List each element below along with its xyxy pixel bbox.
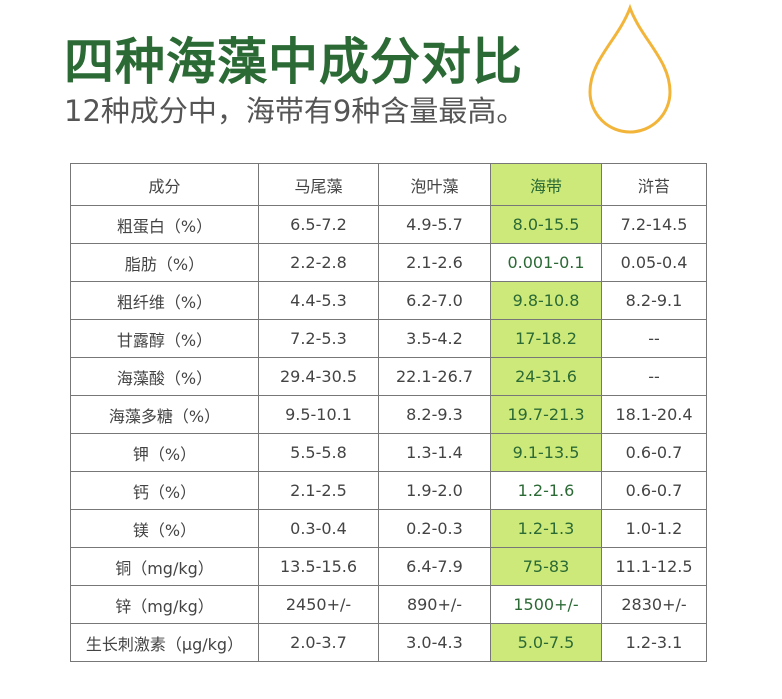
header-cell: 浒苔	[601, 163, 707, 206]
table-row: 粗纤维（%） 4.4-5.3 6.2-7.0 9.8-10.8 8.2-9.1	[70, 281, 707, 320]
row-label: 锌（mg/kg）	[70, 585, 259, 624]
header-cell: 马尾藻	[258, 163, 379, 206]
title: 四种海藻中成分对比	[64, 33, 523, 91]
header-row: 成分 马尾藻 泡叶藻 海带 浒苔	[70, 163, 707, 206]
row-label: 粗纤维（%）	[70, 281, 259, 320]
subtitle: 12种成分中，海带有9种含量最高。	[64, 94, 526, 128]
cell: 18.1-20.4	[601, 395, 707, 434]
cell: 7.2-5.3	[258, 319, 379, 358]
row-label: 钾（%）	[70, 433, 259, 472]
cell: 3.0-4.3	[378, 623, 491, 662]
header-cell: 海带	[490, 163, 602, 206]
cell: 1.2-3.1	[601, 623, 707, 662]
cell: 4.9-5.7	[378, 205, 491, 244]
cell: 0.001-0.1	[490, 243, 602, 282]
cell: 5.5-5.8	[258, 433, 379, 472]
cell: 17-18.2	[490, 319, 602, 358]
table-row: 钙（%） 2.1-2.5 1.9-2.0 1.2-1.6 0.6-0.7	[70, 471, 707, 510]
cell: 5.0-7.5	[490, 623, 602, 662]
header-cell: 泡叶藻	[378, 163, 491, 206]
cell: 22.1-26.7	[378, 357, 491, 396]
cell: 19.7-21.3	[490, 395, 602, 434]
cell: 2830+/-	[601, 585, 707, 624]
cell: 0.05-0.4	[601, 243, 707, 282]
cell: 0.2-0.3	[378, 509, 491, 548]
table-row: 镁（%） 0.3-0.4 0.2-0.3 1.2-1.3 1.0-1.2	[70, 509, 707, 548]
row-label: 脂肪（%）	[70, 243, 259, 282]
cell: 0.3-0.4	[258, 509, 379, 548]
cell: 9.5-10.1	[258, 395, 379, 434]
row-label: 钙（%）	[70, 471, 259, 510]
table-row: 甘露醇（%） 7.2-5.3 3.5-4.2 17-18.2 --	[70, 319, 707, 358]
table-row: 生长刺激素（μg/kg） 2.0-3.7 3.0-4.3 5.0-7.5 1.2-3.1	[70, 623, 707, 662]
row-label: 甘露醇（%）	[70, 319, 259, 358]
cell: 9.1-13.5	[490, 433, 602, 472]
cell: 890+/-	[378, 585, 491, 624]
row-label: 生长刺激素（μg/kg）	[70, 623, 259, 662]
cell: 2450+/-	[258, 585, 379, 624]
cell: 2.0-3.7	[258, 623, 379, 662]
table: 成分 马尾藻 泡叶藻 海带 浒苔 粗蛋白（%） 6.5-7.2 4.9-5.7 8.0-15.5…	[70, 163, 707, 662]
table-row: 海藻酸（%） 29.4-30.5 22.1-26.7 24-31.6 --	[70, 357, 707, 396]
cell: 6.5-7.2	[258, 205, 379, 244]
cell: 1.0-1.2	[601, 509, 707, 548]
cell: 29.4-30.5	[258, 357, 379, 396]
row-label: 粗蛋白（%）	[70, 205, 259, 244]
cell: 1.2-1.6	[490, 471, 602, 510]
cell: 3.5-4.2	[378, 319, 491, 358]
table-row: 锌（mg/kg） 2450+/- 890+/- 1500+/- 2830+/-	[70, 585, 707, 624]
cell: 11.1-12.5	[601, 547, 707, 586]
drop-icon	[588, 3, 672, 134]
cell: 13.5-15.6	[258, 547, 379, 586]
cell: 2.2-2.8	[258, 243, 379, 282]
cell: --	[601, 319, 707, 358]
cell: 8.0-15.5	[490, 205, 602, 244]
table-row: 铜（mg/kg） 13.5-15.6 6.4-7.9 75-83 11.1-12.5	[70, 547, 707, 586]
cell: 2.1-2.6	[378, 243, 491, 282]
row-label: 铜（mg/kg）	[70, 547, 259, 586]
cell: 4.4-5.3	[258, 281, 379, 320]
cell: 8.2-9.1	[601, 281, 707, 320]
table-row: 粗蛋白（%） 6.5-7.2 4.9-5.7 8.0-15.5 7.2-14.5	[70, 205, 707, 244]
cell: 75-83	[490, 547, 602, 586]
cell: 1.9-2.0	[378, 471, 491, 510]
header-cell: 成分	[70, 163, 259, 206]
cell: 1.2-1.3	[490, 509, 602, 548]
cell: 1.3-1.4	[378, 433, 491, 472]
table-row: 脂肪（%） 2.2-2.8 2.1-2.6 0.001-0.1 0.05-0.4	[70, 243, 707, 282]
cell: 24-31.6	[490, 357, 602, 396]
row-label: 镁（%）	[70, 509, 259, 548]
cell: 8.2-9.3	[378, 395, 491, 434]
cell: 9.8-10.8	[490, 281, 602, 320]
row-label: 海藻多糖（%）	[70, 395, 259, 434]
table-row: 海藻多糖（%） 9.5-10.1 8.2-9.3 19.7-21.3 18.1-20.4	[70, 395, 707, 434]
cell: 6.2-7.0	[378, 281, 491, 320]
cell: --	[601, 357, 707, 396]
row-label: 海藻酸（%）	[70, 357, 259, 396]
cell: 0.6-0.7	[601, 471, 707, 510]
cell: 1500+/-	[490, 585, 602, 624]
cell: 7.2-14.5	[601, 205, 707, 244]
table-row: 钾（%） 5.5-5.8 1.3-1.4 9.1-13.5 0.6-0.7	[70, 433, 707, 472]
cell: 2.1-2.5	[258, 471, 379, 510]
cell: 6.4-7.9	[378, 547, 491, 586]
cell: 0.6-0.7	[601, 433, 707, 472]
